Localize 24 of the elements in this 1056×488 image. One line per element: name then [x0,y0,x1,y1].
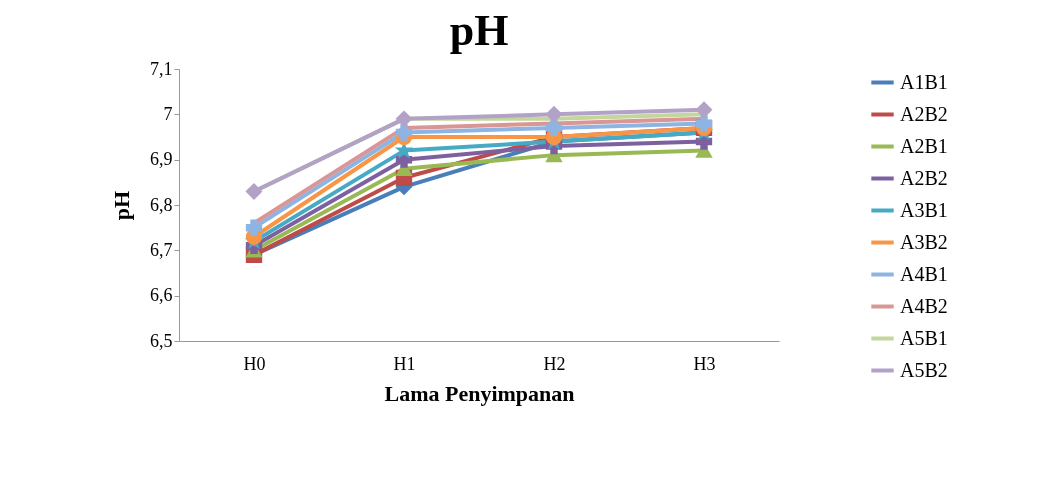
legend-label: A1B1 [900,70,948,93]
y-tick-label: 6,5 [150,330,173,351]
y-tick-label: 6,6 [150,285,173,306]
y-tick-label: 6,9 [150,149,173,170]
legend-label: A2B2 [900,166,948,189]
y-tick-label: 7 [163,103,173,124]
y-tick-label: 6,8 [150,194,173,215]
legend-label: A2B1 [900,134,948,157]
legend-label: A5B2 [900,358,948,381]
y-axis-title: pH [109,190,134,221]
x-axis-title: Lama Penyimpanan [384,380,575,406]
x-tick-label: H1 [393,353,416,374]
chart-title: pH [449,6,509,55]
x-tick-label: H2 [543,353,566,374]
x-tick-label: H3 [693,353,716,374]
y-tick-label: 6,7 [150,239,173,260]
legend-label: A2B2 [900,102,948,125]
legend-label: A4B2 [900,294,948,317]
legend-label: A3B2 [900,230,948,253]
legend-label: A5B1 [900,326,948,349]
y-tick-label: 7,1 [150,58,173,79]
x-tick-label: H0 [243,353,266,374]
legend-label: A3B1 [900,198,948,221]
legend-label: A4B1 [900,262,948,285]
